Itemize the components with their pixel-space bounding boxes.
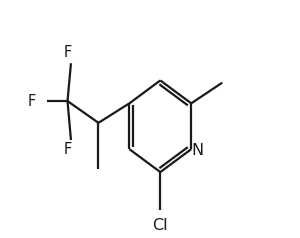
Text: Cl: Cl [152,218,168,233]
Text: F: F [28,94,36,109]
Text: F: F [63,45,72,60]
Text: F: F [63,142,72,157]
Text: N: N [191,143,203,158]
